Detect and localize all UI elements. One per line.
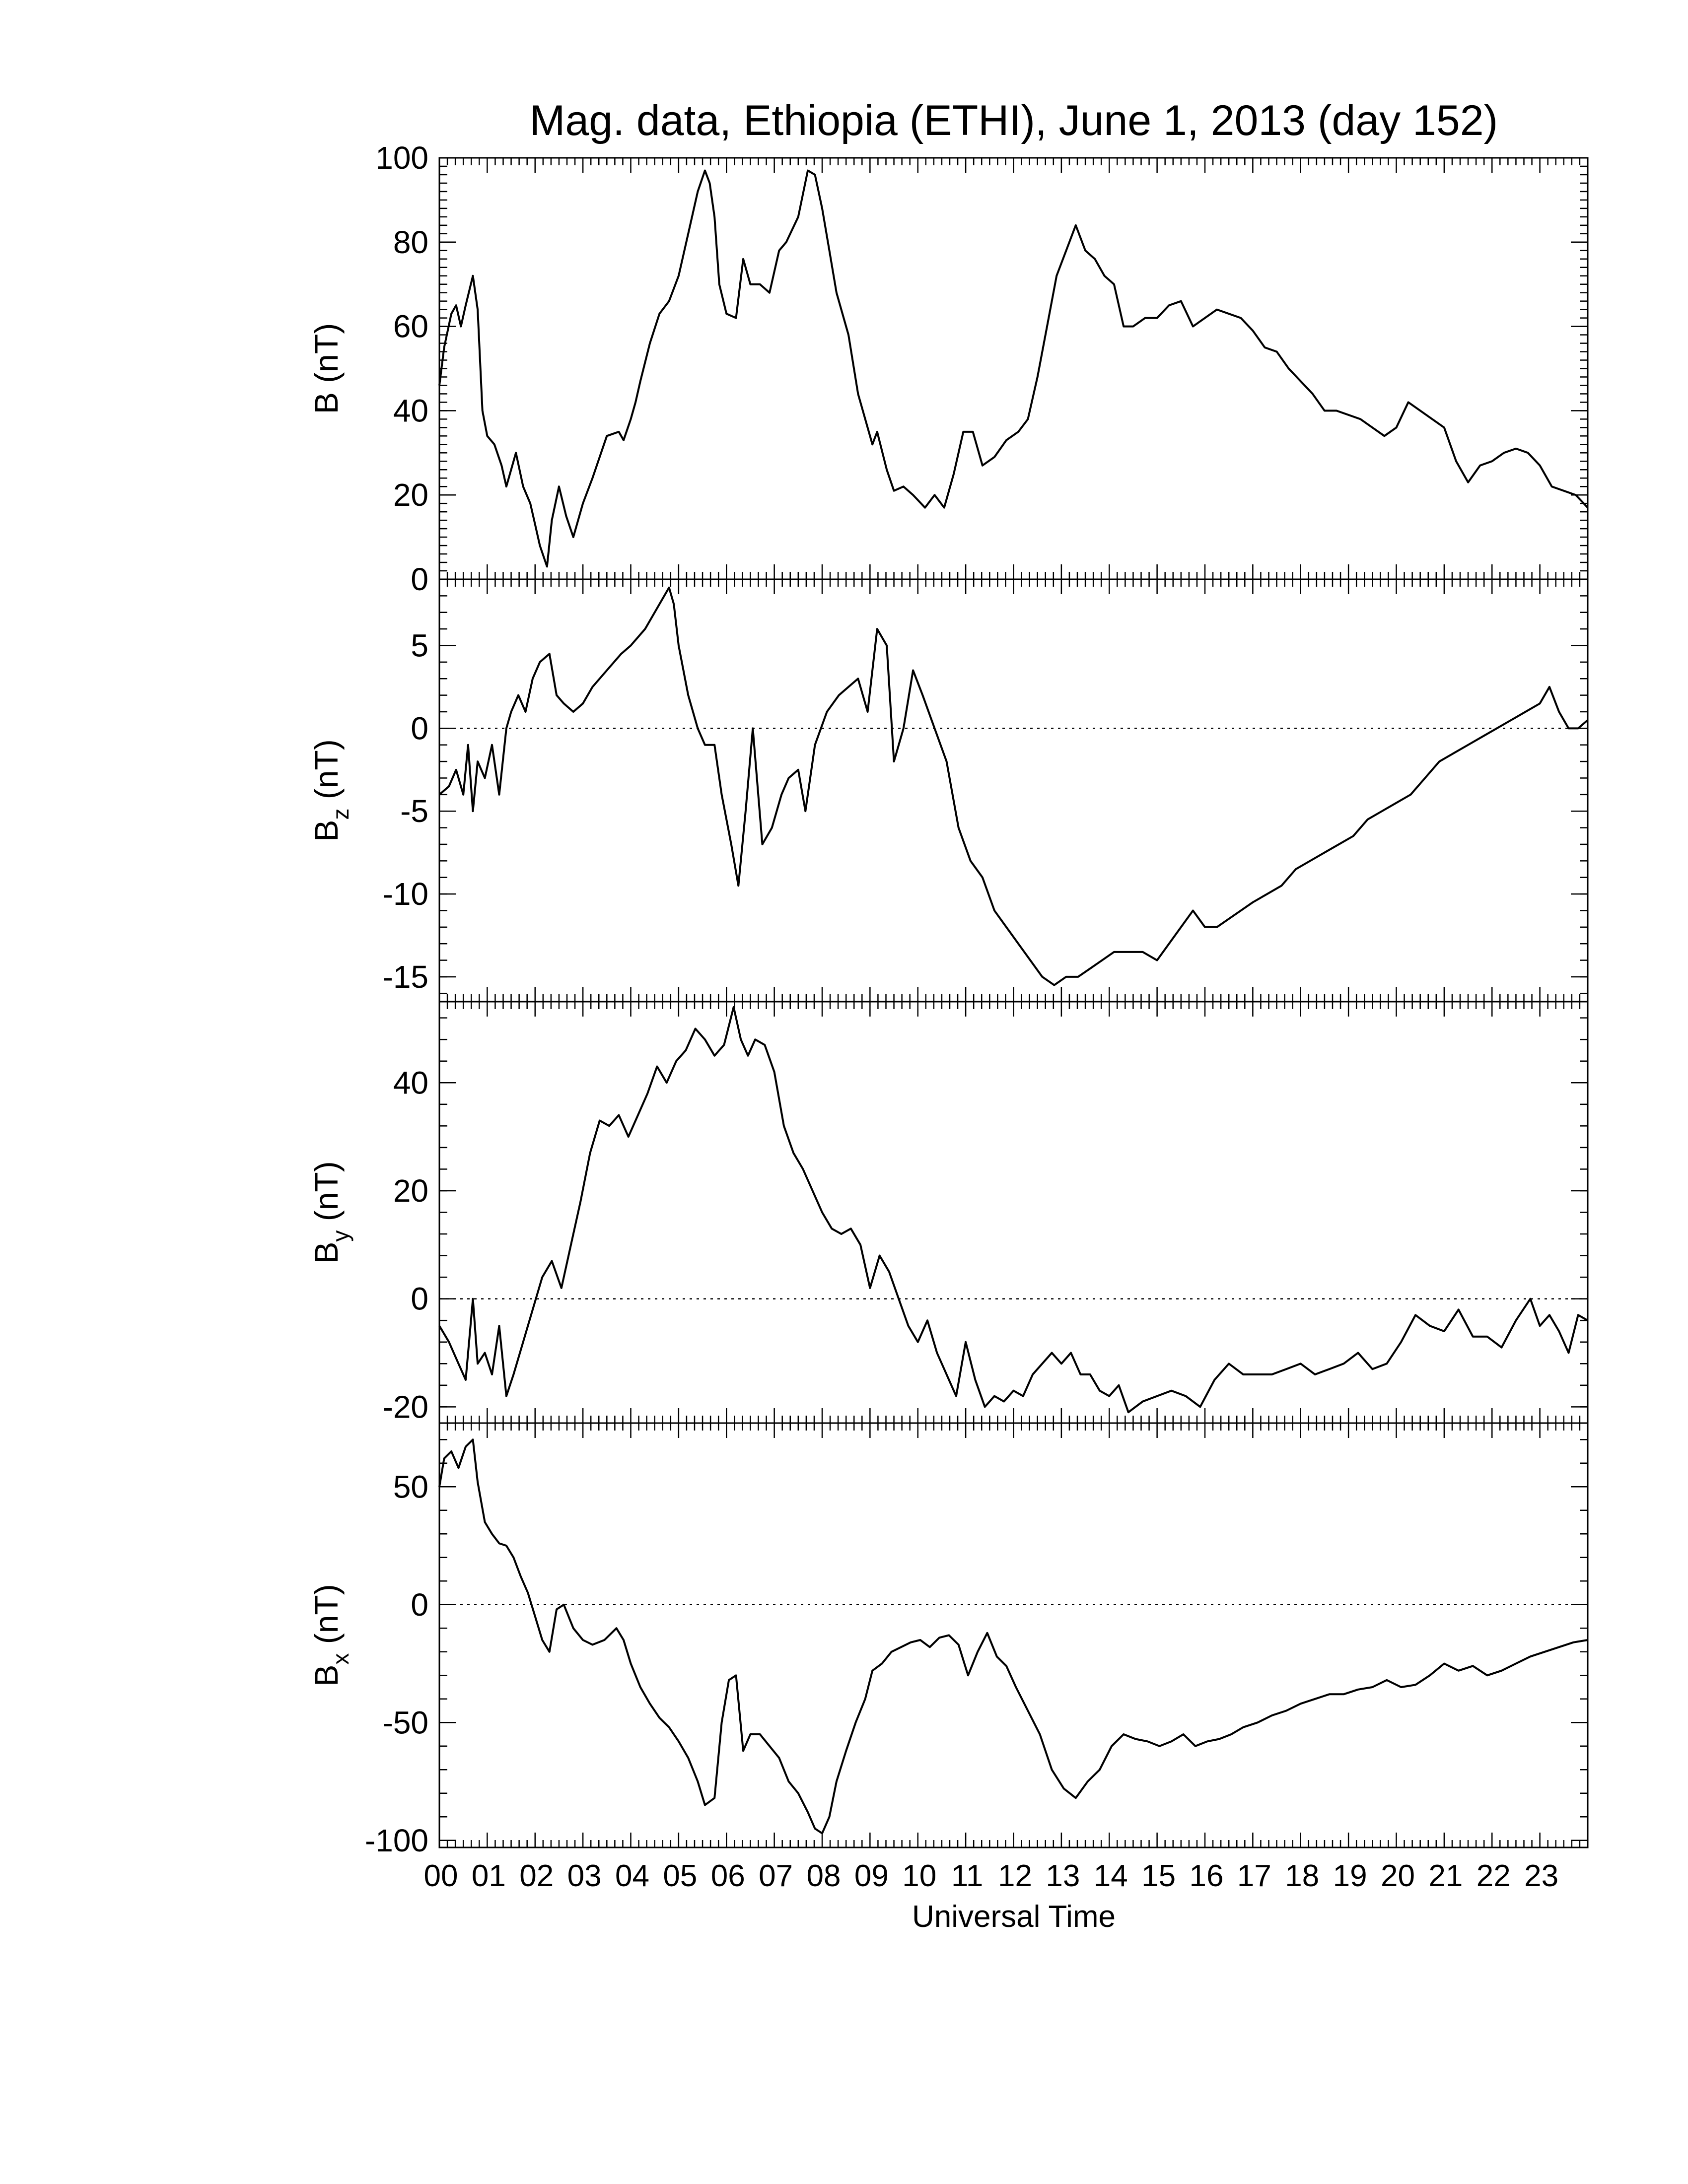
x-tick-label: 09 [854,1859,889,1893]
panel-frame [438,1422,1589,1848]
x-tick-label: 18 [1285,1859,1319,1893]
x-tick-label: 10 [902,1859,936,1893]
y-tick-label: 0 [411,561,428,597]
series-line [438,169,1589,568]
x-tick-label: 06 [711,1859,745,1893]
y-axis-label: Bz (nT) [308,739,353,841]
panel-0: 0 20 40 60 80 100 B (nT) [308,140,1589,597]
x-tick-label: 11 [951,1859,983,1893]
y-tick-label: 20 [393,477,428,513]
x-tick-label: 03 [567,1859,602,1893]
series-line [438,1438,1588,1835]
x-tick-label: 22 [1477,1859,1511,1893]
panel-3: -100 -50 0 50 Bx (nT) [308,1422,1589,1858]
x-tick-label: 01 [472,1859,506,1893]
x-tick-label: 12 [998,1859,1032,1893]
x-tick-label: 07 [759,1859,793,1893]
x-tick-label: 14 [1094,1859,1128,1893]
panel-frame [438,1001,1589,1424]
x-tick-label: 19 [1333,1859,1367,1893]
x-tick-label: 04 [615,1859,649,1893]
y-tick-label: 0 [411,1281,428,1317]
figure-title: Mag. data, Ethiopia (ETHI), June 1, 2013… [530,97,1498,144]
y-tick-label: -20 [383,1389,429,1425]
y-tick-label: 20 [393,1173,428,1209]
x-tick-label: 13 [1046,1859,1080,1893]
y-axis-label: Bx (nT) [308,1584,353,1686]
y-tick-label: 60 [393,309,428,344]
x-tick-label: 05 [663,1859,697,1893]
y-tick-label: 40 [393,1065,428,1100]
x-tick-label: 23 [1524,1859,1558,1893]
x-tick-label: 21 [1428,1859,1463,1893]
x-tick-label: 02 [519,1859,554,1893]
y-tick-label: -10 [383,876,429,912]
y-tick-label: -15 [383,959,429,995]
y-tick-label: 50 [393,1469,428,1504]
y-tick-label: 80 [393,224,428,260]
y-tick-label: 5 [411,627,428,663]
y-tick-label: 100 [375,140,428,176]
y-axis-label: B (nT) [308,323,345,414]
y-tick-label: -5 [400,793,428,829]
y-tick-label: -50 [383,1705,429,1740]
x-tick-labels: 00 01 02 03 04 05 06 07 08 09 10 11 12 13 14 15 16 17 18 19… [424,1859,1559,1893]
y-axis-label: By (nT) [308,1161,353,1263]
y-tick-label: 0 [411,1587,428,1623]
panel-1: -15 -10 -5 0 5 Bz (nT) [308,578,1589,1003]
y-tick-label: 40 [393,393,428,428]
x-tick-label: 15 [1141,1859,1176,1893]
x-tick-label: 17 [1237,1859,1271,1893]
x-tick-label: 20 [1381,1859,1415,1893]
y-tick-label: 0 [411,710,428,746]
panel-2: -20 0 20 40 By (nT) [308,1001,1589,1425]
x-axis-label: Universal Time [912,1900,1116,1934]
y-tick-label: -100 [365,1823,428,1858]
series-line [438,1006,1588,1414]
panel-frame [438,157,1589,580]
x-tick-label: 16 [1190,1859,1224,1893]
x-tick-label: 00 [424,1859,458,1893]
x-tick-label: 08 [807,1859,841,1893]
series-line [438,586,1589,986]
